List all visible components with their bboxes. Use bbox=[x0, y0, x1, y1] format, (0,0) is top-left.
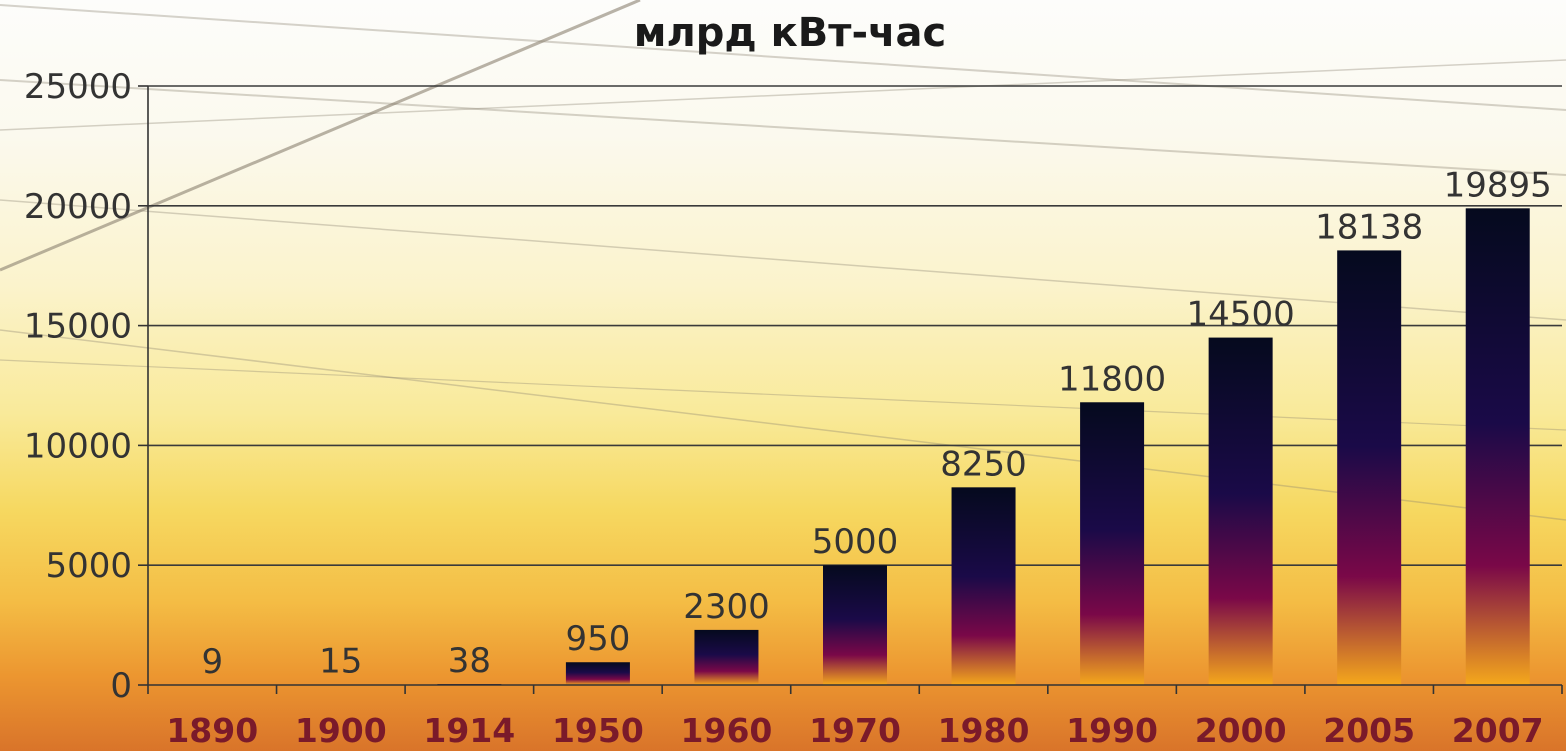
x-tick-label-1960: 1960 bbox=[681, 711, 773, 750]
data-label-1970: 5000 bbox=[812, 522, 899, 562]
data-label-2007: 19895 bbox=[1444, 165, 1552, 205]
x-axis-ticks: 1890 1900 1914 1950 1960 1970 1980 1990 2000 2005… bbox=[166, 711, 1543, 750]
y-tick-label: 10000 bbox=[24, 426, 132, 466]
x-tick-label-1900: 1900 bbox=[295, 711, 387, 750]
x-tick-label-1950: 1950 bbox=[552, 711, 644, 750]
x-tick-label-1980: 1980 bbox=[938, 711, 1030, 750]
data-label-1950: 950 bbox=[565, 619, 630, 659]
data-label-2000: 14500 bbox=[1187, 295, 1295, 335]
bars bbox=[437, 208, 1530, 685]
data-labels: 9 15 38 950 2300 5000 8250 11800 14500 18138 19895 bbox=[201, 165, 1551, 681]
bar-2007 bbox=[1465, 208, 1530, 685]
x-tick-label-1914: 1914 bbox=[423, 711, 515, 750]
x-tick-label-2005: 2005 bbox=[1323, 711, 1415, 750]
data-label-1960: 2300 bbox=[683, 587, 770, 627]
data-label-1890: 9 bbox=[201, 642, 223, 682]
bar-1960 bbox=[694, 629, 759, 685]
data-label-1980: 8250 bbox=[940, 444, 1027, 484]
x-tick-label-1990: 1990 bbox=[1066, 711, 1158, 750]
y-tick-label: 5000 bbox=[45, 546, 132, 586]
x-tick-label-2000: 2000 bbox=[1195, 711, 1287, 750]
data-label-1900: 15 bbox=[319, 642, 362, 682]
bar-1980 bbox=[951, 487, 1016, 685]
y-tick-label: 25000 bbox=[24, 67, 132, 107]
chart-title: млрд кВт-час bbox=[634, 10, 946, 56]
y-tick-label: 0 bbox=[110, 666, 132, 706]
data-label-1914: 38 bbox=[448, 641, 491, 681]
data-label-1990: 11800 bbox=[1058, 359, 1166, 399]
y-tick-label: 15000 bbox=[24, 307, 132, 347]
bar-2000 bbox=[1208, 337, 1273, 685]
y-tick-label: 20000 bbox=[24, 187, 132, 227]
bar-2005 bbox=[1337, 250, 1402, 685]
bar-1990 bbox=[1080, 402, 1145, 685]
data-label-2005: 18138 bbox=[1315, 207, 1423, 247]
background-wires bbox=[0, 0, 1566, 521]
bar-1970 bbox=[823, 565, 887, 685]
y-axis-ticks: 0 5000 10000 15000 20000 25000 bbox=[24, 67, 148, 706]
x-tick-label-2007: 2007 bbox=[1452, 711, 1544, 750]
x-tick-label-1970: 1970 bbox=[809, 711, 901, 750]
axes bbox=[147, 86, 1563, 694]
x-tick-label-1890: 1890 bbox=[166, 711, 258, 750]
bar-1950 bbox=[565, 662, 630, 685]
